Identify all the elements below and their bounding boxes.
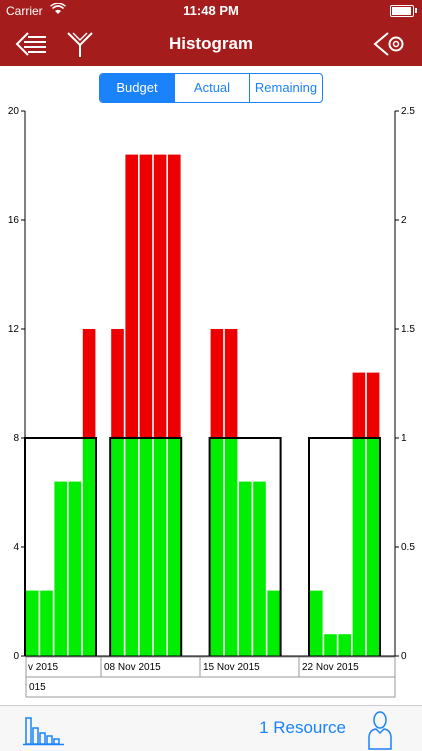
- bar-base: [153, 438, 167, 656]
- bars-layer: [26, 154, 380, 656]
- left-tick-label: 8: [13, 433, 19, 444]
- page-title: Histogram: [168, 34, 254, 53]
- settings-eye-icon[interactable]: [372, 30, 408, 58]
- right-tick-label: 0.5: [401, 542, 415, 553]
- date-axis: v 2015 08 Nov 2015 15 Nov 2015 22 Nov 2015 0…: [25, 656, 396, 698]
- bar-over: [224, 329, 238, 438]
- tab-budget[interactable]: Budget: [100, 74, 174, 102]
- bar-base: [210, 438, 224, 656]
- right-tick-label: 0: [401, 651, 407, 662]
- left-tick-label: 4: [13, 542, 19, 553]
- bar-base: [267, 590, 280, 656]
- limit-line: [208, 437, 282, 656]
- bar-base: [366, 438, 380, 656]
- filter-icon[interactable]: [65, 30, 95, 58]
- bar-base: [54, 481, 67, 656]
- bar-base: [111, 438, 124, 656]
- bar-base: [352, 438, 366, 656]
- bar-base: [168, 438, 181, 656]
- limit-line: [308, 437, 381, 656]
- person-icon[interactable]: [366, 710, 394, 750]
- bar-over: [168, 154, 181, 438]
- bar-base: [68, 481, 82, 656]
- nav-bar: Histogram: [0, 22, 422, 66]
- bar-base: [224, 438, 238, 656]
- bottom-toolbar: 1 Resource: [0, 705, 422, 751]
- bar-over: [82, 329, 96, 438]
- right-tick-label: 2: [401, 215, 407, 226]
- resource-count-button[interactable]: 1 Resource: [259, 718, 346, 737]
- clock-label: 11:48 PM: [183, 3, 239, 18]
- right-tick-label: 2.5: [401, 106, 415, 117]
- bar-over: [153, 154, 167, 438]
- month-row: [25, 676, 396, 698]
- bar-base: [125, 438, 138, 656]
- left-tick-label: 16: [8, 215, 20, 226]
- histogram-icon[interactable]: [22, 714, 66, 746]
- bar-base: [139, 438, 153, 656]
- bar-base: [324, 634, 337, 656]
- bar-base: [26, 590, 39, 656]
- month-label: 015: [29, 682, 46, 693]
- bar-base: [310, 590, 323, 656]
- bar-over: [366, 372, 380, 438]
- battery-icon: [390, 5, 414, 17]
- axes: 0 4 8 12 16 20 0 0.5 1 1.5 2 2.5: [8, 106, 415, 662]
- week-label: 22 Nov 2015: [302, 662, 359, 673]
- battery-tip-icon: [415, 8, 417, 13]
- bar-base: [82, 438, 96, 656]
- wifi-icon: [50, 3, 66, 14]
- limit-line: [109, 437, 183, 656]
- week-label: 08 Nov 2015: [104, 662, 161, 673]
- status-bar: Carrier 11:48 PM: [0, 0, 422, 22]
- bar-base: [239, 481, 252, 656]
- right-tick-label: 1: [401, 433, 407, 444]
- tab-actual[interactable]: Actual: [174, 74, 249, 102]
- bar-over: [352, 372, 366, 438]
- bar-over: [139, 154, 153, 438]
- tab-remaining[interactable]: Remaining: [249, 74, 322, 102]
- bar-over: [125, 154, 138, 438]
- view-segmented-control: Budget Actual Remaining: [99, 73, 323, 103]
- menu-back-icon[interactable]: [14, 30, 50, 58]
- bar-over: [210, 329, 224, 438]
- carrier-label: Carrier: [6, 4, 43, 18]
- bar-base: [40, 590, 53, 656]
- left-tick-label: 20: [8, 106, 20, 117]
- week-label: v 2015: [28, 662, 58, 673]
- histogram-chart: 0 4 8 12 16 20 0 0.5 1 1.5 2 2.5 v 2015 08 Nov 2015 1…: [8, 106, 415, 698]
- week-label: 15 Nov 2015: [203, 662, 260, 673]
- right-tick-label: 1.5: [401, 324, 415, 335]
- bar-base: [338, 634, 351, 656]
- left-tick-label: 12: [8, 324, 20, 335]
- bar-over: [111, 329, 124, 438]
- left-tick-label: 0: [13, 651, 19, 662]
- bar-base: [253, 481, 266, 656]
